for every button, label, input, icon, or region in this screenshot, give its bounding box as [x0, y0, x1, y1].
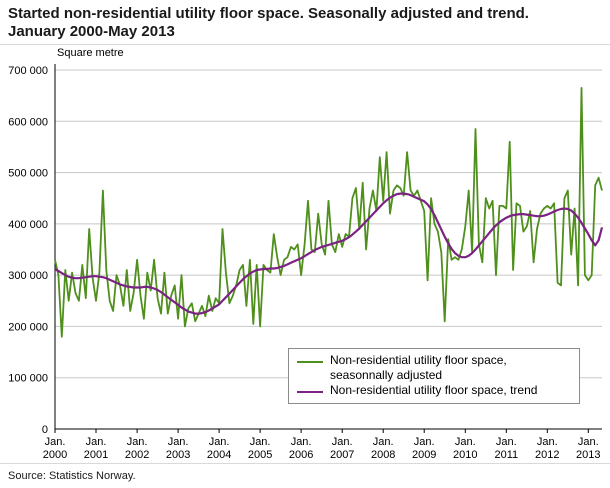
chart-canvas: 0 100 000 200 000 300 000 400 000 500 000 600 … — [8, 64, 604, 461]
x-tick-month: Jan. — [332, 436, 353, 448]
x-tick-month: Jan. — [127, 436, 148, 448]
x-tick-year: 2004 — [207, 449, 231, 461]
x-tick-year: 2000 — [43, 449, 67, 461]
x-tick-month: Jan. — [578, 436, 599, 448]
x-tick-year: 2011 — [494, 449, 518, 461]
legend-label-seasonally-adjusted: Non-residential utility floor space, sea… — [330, 353, 507, 382]
chart-title-block: Started non-residential utility floor sp… — [0, 0, 610, 45]
x-tick-month: Jan. — [209, 436, 230, 448]
x-tick-month: Jan. — [45, 436, 66, 448]
x-tick-month: Jan. — [86, 436, 107, 448]
y-tick-label: 600 000 — [8, 116, 48, 128]
x-tick-year: 2013 — [576, 449, 600, 461]
x-tick-year: 2005 — [248, 449, 272, 461]
x-tick-year: 2002 — [125, 449, 149, 461]
y-axis-unit-label: Square metre — [57, 47, 124, 59]
y-tick-label: 500 000 — [8, 168, 48, 180]
x-tick-year: 2008 — [371, 449, 395, 461]
x-tick-month: Jan. — [537, 436, 558, 448]
legend-label-trend: Non-residential utility floor space, tre… — [330, 383, 538, 397]
x-tick-year: 2006 — [289, 449, 313, 461]
chart-title-line2: January 2000-May 2013 — [8, 23, 175, 40]
legend-item-seasonally-adjusted: Non-residential utility floor space, sea… — [297, 353, 571, 383]
chart-legend: Non-residential utility floor space, sea… — [288, 348, 580, 404]
x-tick-month: Jan. — [455, 436, 476, 448]
x-tick-year: 2010 — [453, 449, 477, 461]
y-tick-label: 300 000 — [8, 270, 48, 282]
x-tick-year: 2003 — [166, 449, 190, 461]
x-tick-month: Jan. — [496, 436, 517, 448]
trend-line — [54, 192, 604, 315]
x-tick-year: 2007 — [330, 449, 354, 461]
x-tick-year: 2009 — [412, 449, 436, 461]
x-tick-month: Jan. — [291, 436, 312, 448]
source-note: Source: Statistics Norway. — [0, 463, 610, 488]
legend-swatch-trend — [297, 391, 323, 393]
legend-swatch-seasonally-adjusted — [297, 361, 323, 363]
x-tick-month: Jan. — [168, 436, 189, 448]
y-tick-label: 400 000 — [8, 219, 48, 231]
y-tick-label: 100 000 — [8, 373, 48, 385]
x-tick-month: Jan. — [250, 436, 271, 448]
chart-title-line1: Started non-residential utility floor sp… — [8, 5, 529, 22]
legend-item-trend: Non-residential utility floor space, tre… — [297, 383, 571, 398]
y-tick-label: 200 000 — [8, 321, 48, 333]
seasonally-adjusted-line — [54, 86, 603, 338]
x-tick-month: Jan. — [373, 436, 394, 448]
y-tick-label: 700 000 — [8, 65, 48, 77]
x-tick-year: 2001 — [84, 449, 108, 461]
x-tick-year: 2012 — [535, 449, 559, 461]
y-tick-label: 0 — [42, 424, 48, 436]
x-tick-month: Jan. — [414, 436, 435, 448]
